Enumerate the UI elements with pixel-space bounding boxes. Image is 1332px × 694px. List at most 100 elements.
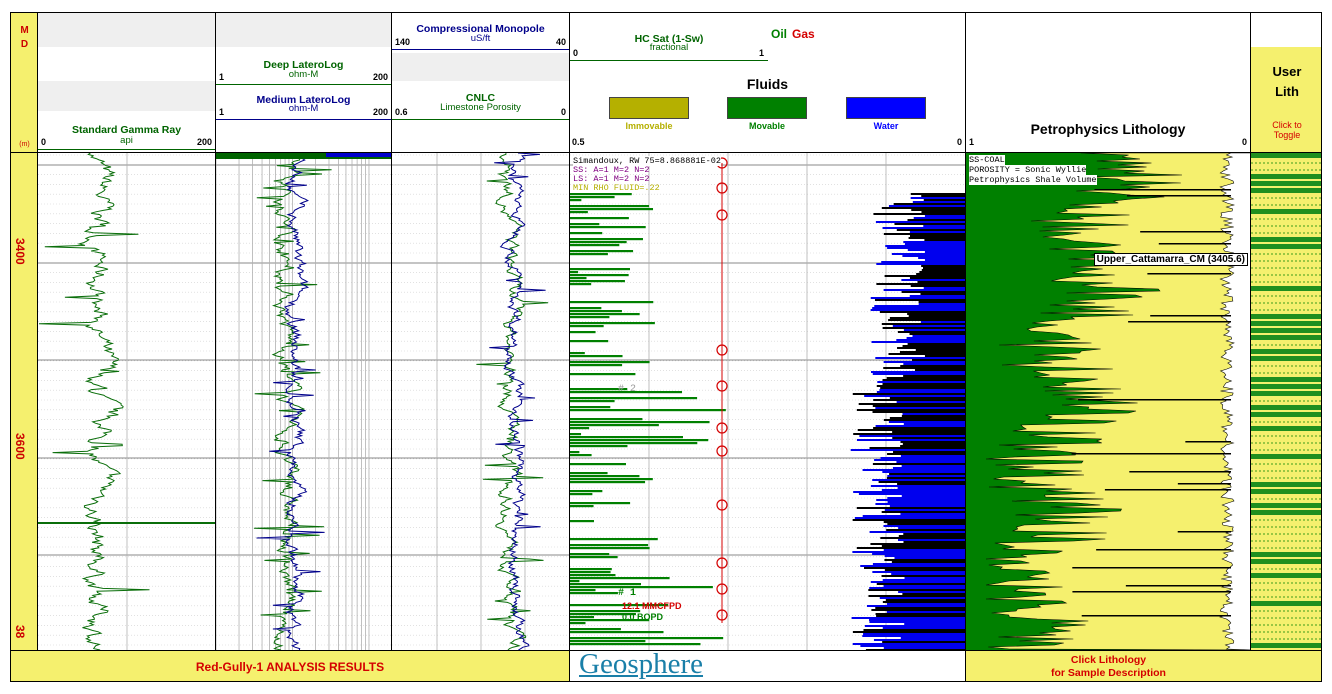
model-line-3: LS: A=1 M=2 N=2 bbox=[573, 174, 650, 184]
sonic-unit: uS/ft bbox=[470, 33, 491, 44]
water-saturation-bar bbox=[880, 537, 965, 539]
hcsat-title: HC Sat (1-Sw) bbox=[634, 33, 704, 45]
water-saturation-bar bbox=[856, 507, 965, 509]
water-saturation-bar bbox=[862, 469, 965, 471]
cnlc-max: 0 bbox=[560, 107, 566, 117]
water-saturation-bar bbox=[924, 239, 965, 241]
water-saturation-bar bbox=[889, 473, 965, 475]
water-saturation-bar bbox=[912, 359, 965, 361]
model-line-4: MIN RHO FLUID=.22 bbox=[573, 183, 660, 193]
movable-hc-bar bbox=[570, 244, 620, 247]
water-saturation-bar bbox=[857, 429, 965, 431]
user-lith-shale-band bbox=[1251, 482, 1321, 487]
water-saturation-bar bbox=[881, 575, 965, 577]
water-saturation-bar bbox=[909, 295, 965, 297]
movable-hc-bar bbox=[570, 391, 683, 394]
movable-hc-bar bbox=[570, 574, 616, 577]
movable-hc-bar bbox=[570, 427, 590, 430]
water-saturation-bar bbox=[913, 217, 965, 219]
petro-lithology-track[interactable]: SS-COAL POROSITY = Sonic Wyllie Petrophy… bbox=[966, 153, 1251, 650]
water-saturation-bar bbox=[884, 509, 965, 511]
user-lith-track[interactable] bbox=[1251, 153, 1322, 650]
water-saturation-bar bbox=[887, 523, 965, 525]
water-saturation-bar bbox=[902, 443, 965, 445]
movable-hc-bar bbox=[570, 409, 726, 412]
water-saturation-bar bbox=[924, 251, 965, 253]
water-saturation-bar bbox=[916, 273, 965, 275]
water-saturation-bar bbox=[922, 267, 965, 269]
water-saturation-bar bbox=[902, 345, 965, 347]
depth-header: M D (m) bbox=[11, 13, 38, 153]
user-lith-shale-band bbox=[1251, 237, 1321, 242]
medium-ll-max: 200 bbox=[372, 107, 388, 117]
movable-hc-bar bbox=[570, 640, 646, 643]
porosity-header: Compressional Monopole uS/ft 140 40 CNLC… bbox=[392, 13, 570, 153]
movable-hc-bar bbox=[570, 637, 724, 640]
water-saturation-bar bbox=[889, 505, 965, 507]
movable-hc-bar bbox=[570, 613, 636, 616]
coal-streak bbox=[1177, 531, 1231, 533]
water-saturation-bar bbox=[889, 317, 965, 319]
user-lith-plot[interactable] bbox=[1251, 153, 1322, 650]
click-lithology-footer: Click Lithology for Sample Description bbox=[966, 650, 1321, 681]
movable-hc-bar bbox=[570, 355, 623, 358]
gamma-min: 0 bbox=[41, 137, 47, 147]
water-saturation-bar bbox=[856, 409, 965, 411]
water-saturation-bar bbox=[872, 307, 965, 309]
water-saturation-bar bbox=[908, 315, 965, 317]
water-saturation-bar bbox=[881, 207, 965, 209]
water-saturation-bar bbox=[873, 399, 965, 401]
movable-hc-bar bbox=[570, 388, 628, 391]
sonic-max: 40 bbox=[555, 37, 566, 47]
water-saturation-bar bbox=[907, 219, 965, 221]
water-saturation-bar bbox=[893, 451, 965, 453]
user-lith-header[interactable]: User Lith Click to Toggle bbox=[1251, 13, 1321, 153]
movable-hc-bar bbox=[570, 547, 650, 550]
movable-hc-bar bbox=[570, 643, 701, 646]
model-line-2: SS: A=1 M=2 N=2 bbox=[573, 165, 650, 175]
movable-hc-bar bbox=[570, 241, 627, 244]
water-saturation-bar bbox=[878, 481, 965, 483]
logo-footer[interactable]: Geosphere bbox=[570, 648, 966, 681]
gamma-title: Standard Gamma Ray bbox=[71, 124, 182, 136]
water-saturation-bar bbox=[872, 405, 965, 407]
test-marker bbox=[716, 557, 728, 569]
movable-hc-bar bbox=[570, 301, 654, 304]
water-saturation-bar bbox=[909, 277, 965, 279]
gamma-curve-plot bbox=[38, 153, 215, 650]
lithology-plot[interactable] bbox=[966, 153, 1251, 650]
water-saturation-bar bbox=[858, 403, 965, 405]
movable-hc-bar bbox=[570, 571, 611, 574]
water-saturation-bar bbox=[918, 257, 965, 259]
water-saturation-bar bbox=[883, 361, 965, 363]
water-saturation-bar bbox=[858, 493, 965, 495]
water-saturation-bar bbox=[907, 313, 965, 315]
movable-hc-bar bbox=[570, 502, 631, 505]
click-hint-1: Click Lithology bbox=[1070, 654, 1147, 666]
sonic-min: 140 bbox=[395, 37, 411, 47]
fluids-scale-min: 0.5 bbox=[572, 137, 585, 147]
water-saturation-bar bbox=[903, 363, 965, 365]
test-marker bbox=[716, 583, 728, 595]
water-saturation-bar bbox=[854, 517, 965, 519]
coal-streak bbox=[1094, 189, 1231, 191]
water-saturation-bar bbox=[874, 305, 965, 307]
water-saturation-bar bbox=[883, 549, 965, 551]
depth-unit: (m) bbox=[19, 141, 30, 148]
water-saturation-bar bbox=[889, 397, 965, 399]
water-saturation-bar bbox=[875, 221, 965, 223]
movable-hc-bar bbox=[570, 253, 608, 256]
water-saturation-bar bbox=[893, 203, 965, 205]
water-saturation-bar bbox=[900, 513, 965, 515]
geosphere-logo[interactable]: Geosphere bbox=[579, 648, 704, 680]
coal-streak bbox=[1126, 195, 1231, 197]
water-saturation-bar bbox=[852, 551, 965, 553]
movable-hc-bar bbox=[570, 331, 596, 334]
water-saturation-bar bbox=[903, 533, 965, 535]
user-lith-title-2: Lith bbox=[1275, 84, 1299, 99]
water-saturation-bar bbox=[897, 487, 965, 489]
fluids-scale-max: 0 bbox=[956, 137, 962, 147]
md-letter-m: M bbox=[20, 25, 29, 36]
coal-streak bbox=[1147, 273, 1231, 275]
water-label: Water bbox=[873, 121, 899, 131]
